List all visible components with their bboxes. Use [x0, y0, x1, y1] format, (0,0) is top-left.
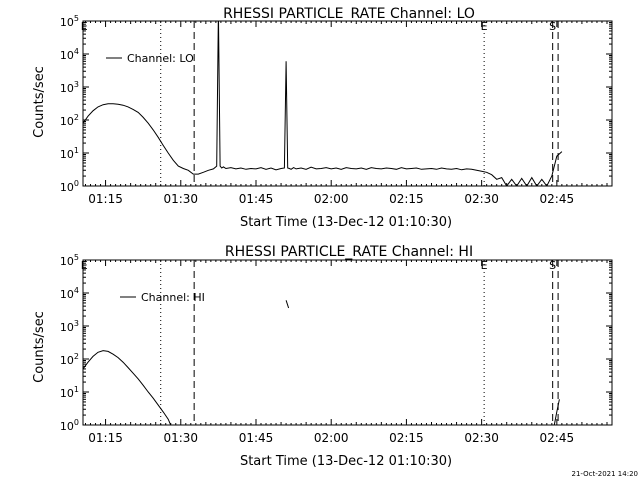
y-tick-label: 101 — [60, 146, 79, 161]
event-marker-label: E — [81, 20, 88, 33]
plot-frame — [82, 259, 613, 426]
y-axis-label: Counts/sec — [32, 311, 47, 383]
y-tick-label: 103 — [60, 319, 79, 334]
y-tick-label: 104 — [60, 47, 79, 62]
series-line — [83, 350, 172, 425]
legend-label: Channel: LO — [127, 52, 194, 65]
x-axis-label: Start Time (13-Dec-12 01:10:30) — [240, 215, 452, 230]
chart-panel-hi: RHESSI PARTICLE_RATE Channel: HI Counts/… — [32, 244, 613, 469]
y-tick-label: 105 — [60, 253, 79, 268]
x-tick-label: 01:30 — [163, 192, 198, 206]
series-line — [553, 399, 560, 425]
y-tick-label: 105 — [60, 14, 79, 29]
y-tick-label: 102 — [60, 352, 79, 367]
x-tick-label: 02:00 — [314, 431, 349, 445]
y-tick-label: 100 — [60, 179, 79, 194]
x-tick-label: 01:30 — [163, 431, 198, 445]
y-tick-label: 101 — [60, 385, 79, 400]
event-marker-label: E — [81, 259, 88, 272]
event-marker-label: E — [481, 259, 488, 272]
y-tick-label: 102 — [60, 113, 79, 128]
x-tick-label: 02:45 — [540, 431, 575, 445]
x-tick-label: 02:30 — [464, 192, 499, 206]
x-tick-label: 02:45 — [540, 192, 575, 206]
event-marker-label: S — [549, 20, 556, 33]
y-tick-label: 100 — [60, 418, 79, 433]
y-tick-label: 103 — [60, 80, 79, 95]
chart-title: RHESSI PARTICLE_RATE Channel: HI — [225, 244, 473, 260]
x-tick-label: 01:15 — [88, 192, 123, 206]
x-tick-label: 02:30 — [464, 431, 499, 445]
x-tick-label: 02:00 — [314, 192, 349, 206]
x-axis-label: Start Time (13-Dec-12 01:10:30) — [240, 454, 452, 469]
chart-title: RHESSI PARTICLE_RATE Channel: LO — [223, 6, 475, 22]
x-tick-label: 02:15 — [389, 192, 424, 206]
y-tick-label: 104 — [60, 286, 79, 301]
series-line — [285, 300, 290, 309]
x-tick-label: 01:45 — [239, 192, 274, 206]
y-axis-label: Counts/sec — [32, 66, 47, 138]
x-tick-label: 02:15 — [389, 431, 424, 445]
series-line — [83, 21, 563, 186]
x-tick-label: 01:45 — [239, 431, 274, 445]
plot-frame — [82, 20, 613, 187]
event-marker-label: E — [481, 20, 488, 33]
x-tick-label: 01:15 — [88, 431, 123, 445]
chart-panel-lo: RHESSI PARTICLE_RATE Channel: LO Counts/… — [32, 6, 613, 230]
legend-label: Channel: HI — [141, 291, 205, 304]
event-marker-label: S — [549, 259, 556, 272]
timestamp: 21-Oct-2021 14:20 — [572, 470, 638, 478]
